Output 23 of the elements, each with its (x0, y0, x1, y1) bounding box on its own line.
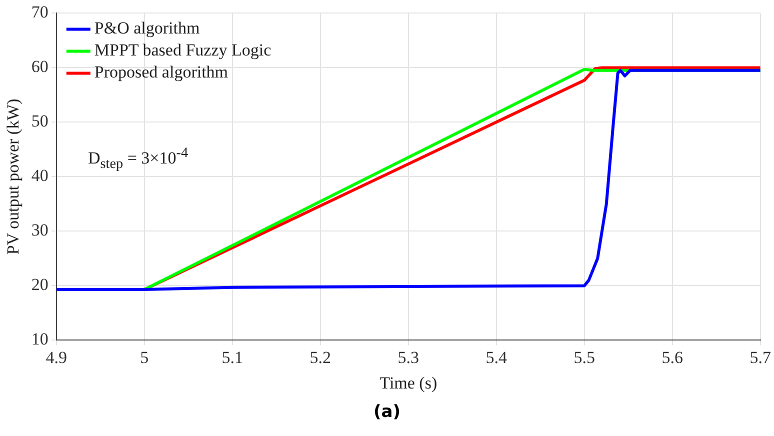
y-tick-label: 70 (31, 2, 48, 22)
legend-label: P&O algorithm (94, 18, 200, 38)
x-tick-label: 5.6 (662, 348, 684, 367)
y-tick-label: 20 (31, 275, 48, 294)
legend-label: MPPT based Fuzzy Logic (94, 40, 272, 60)
x-tick-label: 5.3 (398, 348, 420, 367)
y-tick-label: 50 (31, 112, 48, 131)
x-tick-label: 4.9 (46, 348, 68, 367)
y-axis-title: PV output power (kW) (4, 98, 23, 255)
x-tick-label: 5.4 (486, 348, 508, 367)
text: (a) (372, 402, 402, 422)
y-tick-label: 30 (31, 220, 48, 240)
legend-label: Proposed algorithm (94, 62, 228, 82)
y-tick-label: 10 (31, 330, 48, 349)
x-tick-label: 5 (140, 348, 149, 367)
y-tick-label: 60 (31, 57, 48, 76)
x-tick-label: 5.7 (750, 348, 772, 367)
annotation: D$_{step}$ = 3×10$^{-4}$ (88, 145, 188, 174)
x-tick-label: 5.2 (310, 348, 332, 367)
y-tick-label: 40 (31, 166, 48, 186)
x-tick-label: 5.5 (574, 348, 596, 367)
x-axis-title: Time (s) (380, 373, 438, 392)
x-tick-label: 5.1 (222, 348, 244, 367)
